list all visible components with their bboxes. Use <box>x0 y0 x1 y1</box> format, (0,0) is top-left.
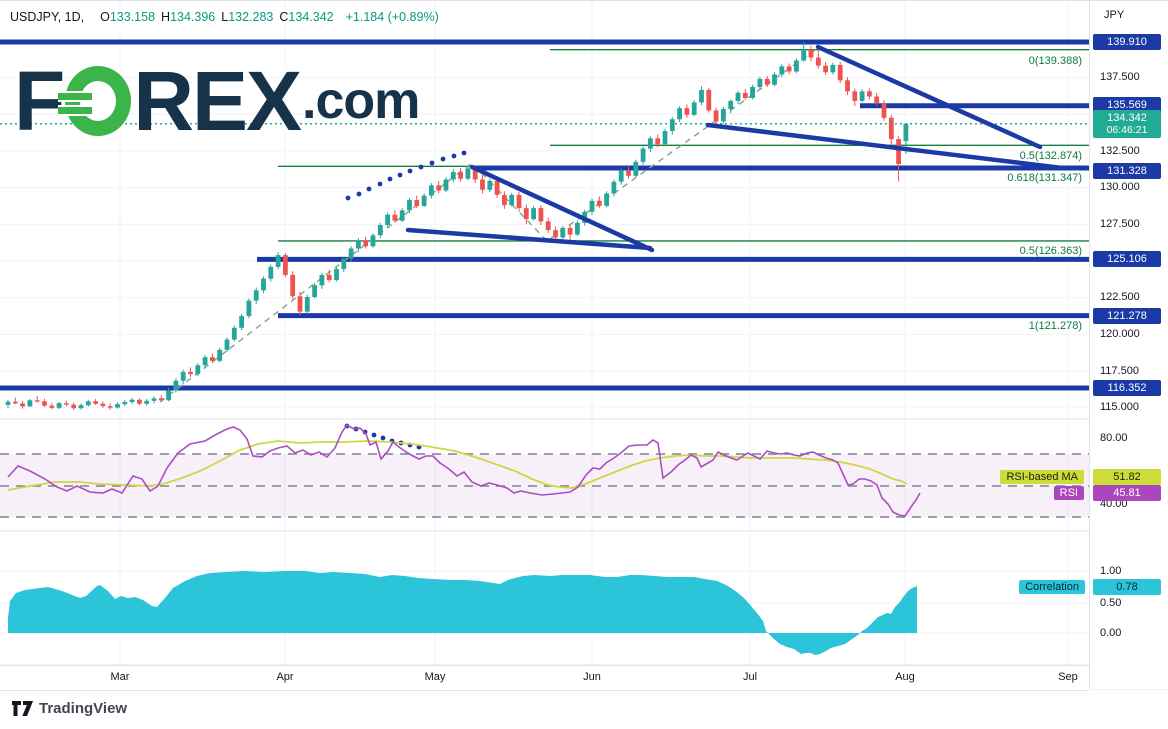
indicator-tick: 0.50 <box>1100 597 1122 609</box>
fib-level-label: 0.5(132.874) <box>1019 150 1082 162</box>
close-value: 134.342 <box>288 10 334 24</box>
forex-logo-com: .com <box>302 72 420 130</box>
rsi-value-badge: 45.81 <box>1093 485 1161 501</box>
high-value: 134.396 <box>170 10 216 24</box>
forex-logo-rex: REX <box>133 54 302 148</box>
price-tick: 117.500 <box>1100 365 1139 377</box>
level-price-badge: 116.352 <box>1093 380 1161 396</box>
month-label: Sep <box>1058 671 1078 683</box>
month-label: Apr <box>276 671 294 683</box>
level-price-badge: 135.569 <box>1093 97 1161 113</box>
price-tick: 130.000 <box>1100 181 1140 193</box>
open-label: O <box>100 10 110 24</box>
axis-currency-label: JPY <box>1104 9 1125 21</box>
current-price-badge: 134.342 06:46:21 <box>1093 110 1161 138</box>
price-axis[interactable]: JPY 137.500 132.500 130.000 127.500 122.500 1… <box>1089 1 1168 689</box>
price-tick: 127.500 <box>1100 218 1140 230</box>
change-value: +1.184 (+0.89%) <box>345 10 439 24</box>
price-tick: 132.500 <box>1100 145 1140 157</box>
tradingview-attribution[interactable]: TradingView <box>12 700 127 717</box>
month-label: May <box>424 671 446 683</box>
indicator-tick: 40.00 <box>1100 498 1128 510</box>
level-price-badge: 131.328 <box>1093 163 1161 179</box>
price-tick: 120.000 <box>1100 328 1140 340</box>
tradingview-logo-text: TradingView <box>39 700 128 717</box>
forex-logo-o-icon <box>58 66 132 136</box>
rsi-chip: RSI <box>1053 486 1084 500</box>
fib-level-label: 0.5(126.363) <box>1019 245 1082 257</box>
fib-level-label: 0.618(131.347) <box>1007 172 1082 184</box>
level-price-badge: 121.278 <box>1093 308 1161 324</box>
current-price-value: 134.342 <box>1107 112 1147 124</box>
close-label: C <box>279 10 289 24</box>
open-value: 133.158 <box>109 10 156 24</box>
month-label: Jun <box>583 671 601 683</box>
rsi-ma-value-badge: 51.82 <box>1093 469 1161 485</box>
correlation-value-badge: 0.78 <box>1093 579 1161 595</box>
indicator-tick: 80.00 <box>1100 432 1128 444</box>
correlation-chip: Correlation <box>1019 580 1085 594</box>
month-label: Jul <box>742 671 758 683</box>
low-value: 132.283 <box>228 10 274 24</box>
forex-logo-f: F <box>14 54 65 148</box>
fib-level-label: 1(121.278) <box>1028 320 1082 332</box>
indicator-tick: 0.00 <box>1100 627 1122 639</box>
countdown-timer: 06:46:21 <box>1106 124 1148 136</box>
symbol-title[interactable]: USDJPY, 1D, <box>10 10 85 24</box>
level-price-badge: 125.106 <box>1093 251 1161 267</box>
month-label: Aug <box>895 671 915 683</box>
forex-watermark-logo: F REX .com <box>14 54 420 148</box>
time-axis[interactable]: Mar Apr May Jun Jul Aug Sep <box>0 665 1089 691</box>
price-tick: 137.500 <box>1100 71 1140 83</box>
rsi-ma-chip: RSI-based MA <box>1000 470 1084 484</box>
month-label: Mar <box>110 671 130 683</box>
high-label: H <box>161 10 171 24</box>
price-tick: 115.000 <box>1100 401 1139 413</box>
fib-level-label: 0(139.388) <box>1028 55 1082 67</box>
tradingview-logo-icon <box>12 701 33 716</box>
indicator-tick: 1.00 <box>1100 565 1122 577</box>
level-price-badge: 139.910 <box>1093 34 1161 50</box>
low-label: L <box>221 10 229 24</box>
chart-legend: USDJPY, 1D, O133.158 H134.396 L132.283 C… <box>10 8 445 26</box>
price-tick: 122.500 <box>1100 291 1140 303</box>
